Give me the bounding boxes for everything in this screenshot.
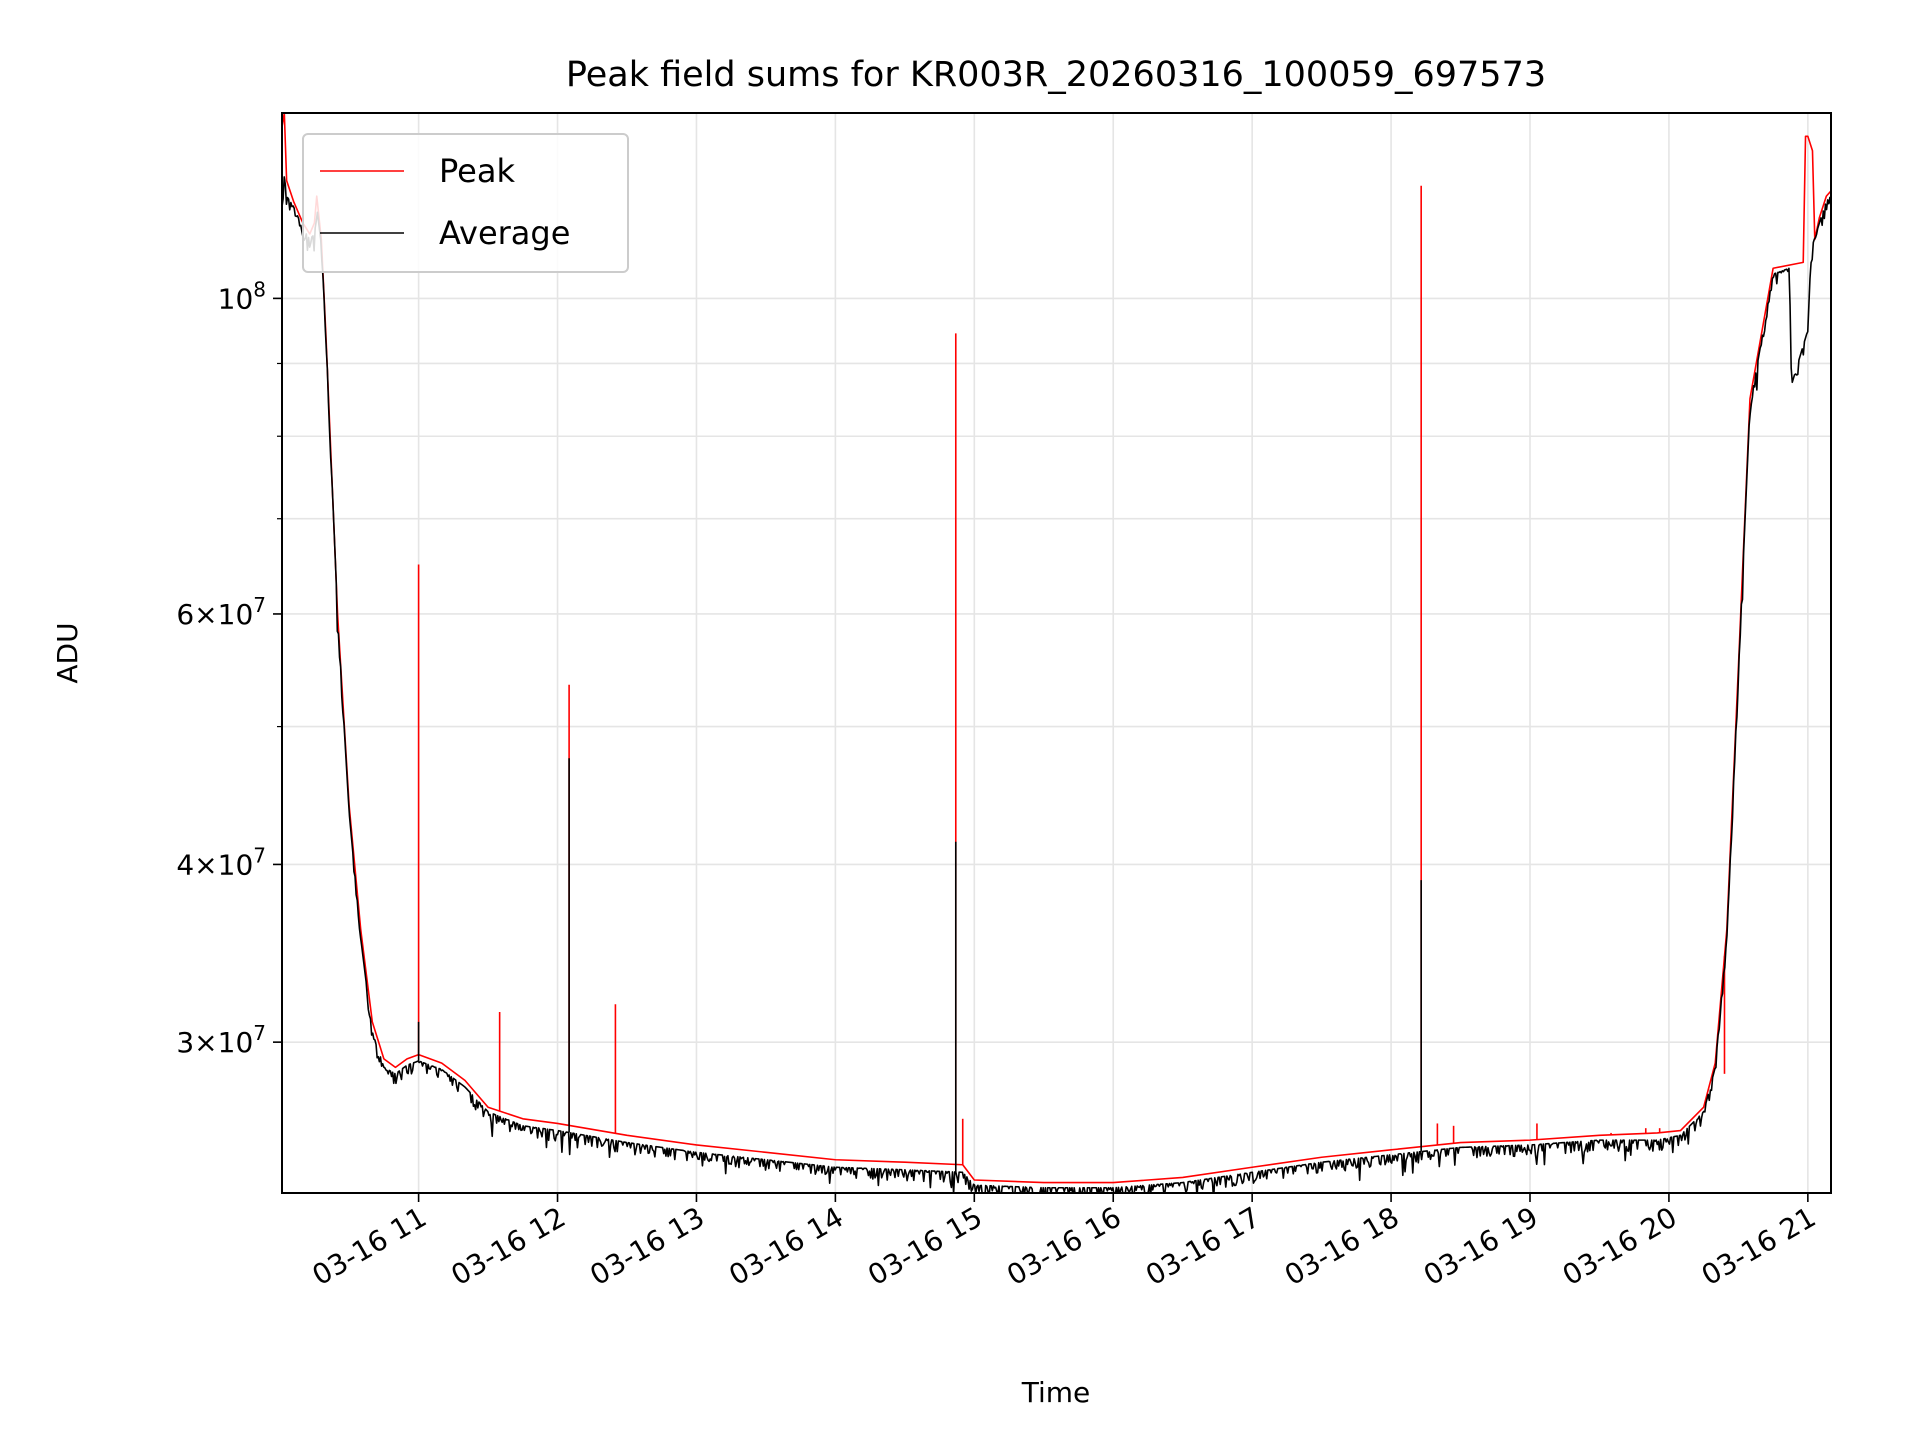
legend-label-peak: Peak [439, 152, 515, 190]
y-tick-label: 4×107 [176, 843, 266, 881]
legend-label-average: Average [439, 214, 570, 252]
x-axis-label: Time [1021, 1376, 1091, 1409]
grid [282, 113, 1831, 1193]
y-tick-label: 108 [218, 277, 266, 315]
plot-frame [281, 112, 1832, 1194]
legend: Peak Average [302, 133, 629, 273]
y-tick-label: 6×107 [176, 593, 266, 631]
legend-box [302, 133, 629, 273]
chart-title: Peak field sums for KR003R_20260316_1000… [566, 55, 1546, 95]
y-axis-label: ADU [51, 622, 84, 683]
y-tick-label: 3×107 [176, 1021, 266, 1059]
series-layer [282, 113, 1831, 1193]
series-line-average [282, 176, 1831, 1193]
